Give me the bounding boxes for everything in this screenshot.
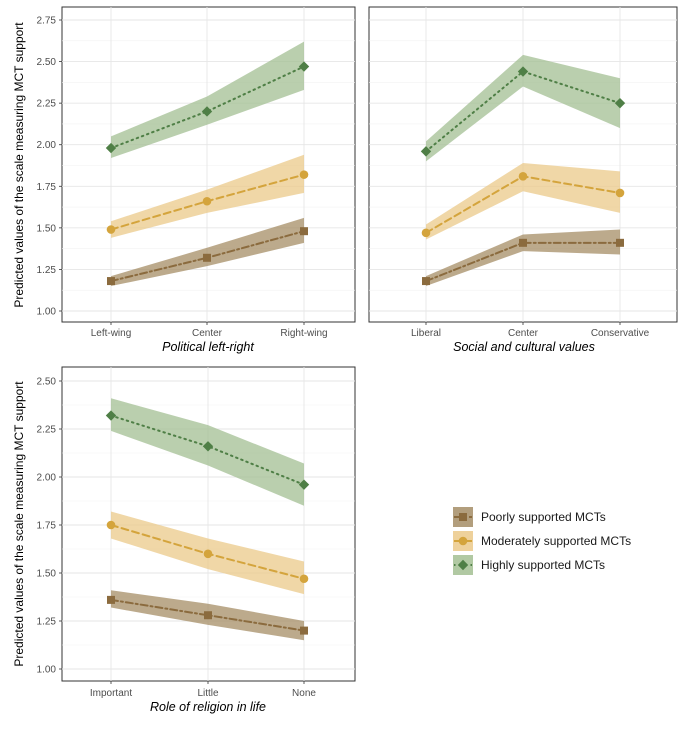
y-tick-label: 1.25 <box>37 617 57 628</box>
y-tick-label: 1.75 <box>37 182 57 193</box>
point-moderately <box>615 188 625 198</box>
x-axis-title: Social and cultural values <box>453 340 595 354</box>
ci-band-highly <box>111 398 304 506</box>
y-tick-label: 2.75 <box>37 16 57 27</box>
point-moderately <box>421 228 431 238</box>
series-line-poorly <box>110 598 305 632</box>
point-poorly <box>519 238 527 247</box>
series-markers <box>420 66 626 286</box>
point-moderately <box>518 172 528 181</box>
legend-label-moderately: Moderately supported MCTs <box>481 534 631 548</box>
legend-key-marker-poorly <box>459 513 467 521</box>
y-tick-label: 2.00 <box>37 140 57 151</box>
y-tick-labels: 1.00 1.25 1.50 1.75 2.00 2.25 2.50 2.75 <box>37 16 62 318</box>
point-poorly <box>203 253 211 262</box>
series-line-poorly <box>110 230 305 283</box>
series-line-highly <box>110 414 305 486</box>
point-moderately <box>203 549 213 559</box>
x-axis-title: Political left-right <box>162 340 254 354</box>
x-tick-label: Center <box>192 328 223 339</box>
y-tick-label: 1.00 <box>37 307 57 318</box>
y-tick-label: 2.50 <box>37 377 57 388</box>
panel-frame <box>61 366 356 682</box>
y-tick-label: 1.00 <box>37 665 57 676</box>
panel-frame <box>61 6 356 323</box>
x-tick-label: Center <box>508 328 539 339</box>
point-highly <box>420 146 432 157</box>
y-tick-labels: 1.00 1.25 1.50 1.75 2.00 2.25 2.50 <box>37 377 62 676</box>
point-highly <box>298 61 310 72</box>
point-highly <box>614 97 626 109</box>
point-poorly <box>300 227 308 236</box>
y-tick-label: 2.50 <box>37 57 57 68</box>
panel-social-cultural-values: Liberal Center Conservative Social and cul… <box>368 6 678 354</box>
x-tick-labels: Left-wing Center Right-wing <box>91 322 328 339</box>
x-tick-label: Little <box>197 688 219 699</box>
x-tick-labels: Liberal Center Conservative <box>411 322 650 339</box>
x-tick-labels: Important Little None <box>90 681 316 699</box>
ci-band-moderately <box>426 163 620 240</box>
legend: Poorly supported MCTs Moderately support… <box>453 507 631 575</box>
x-tick-label: Important <box>90 688 132 699</box>
point-poorly <box>107 277 115 286</box>
y-axis-title: Predicted values of the scale measuring … <box>12 381 26 667</box>
x-axis-title: Role of religion in life <box>150 700 266 714</box>
point-highly <box>517 66 529 77</box>
point-highly <box>202 441 214 452</box>
point-moderately <box>299 574 309 584</box>
point-moderately <box>106 520 116 530</box>
series-line-highly <box>110 65 305 150</box>
y-tick-label: 1.50 <box>37 223 57 234</box>
point-highly <box>105 410 117 421</box>
x-tick-label: Conservative <box>591 328 650 339</box>
point-poorly <box>616 238 624 247</box>
y-tick-label: 2.25 <box>37 425 57 436</box>
y-tick-label: 1.50 <box>37 569 57 580</box>
point-poorly <box>107 595 115 604</box>
y-tick-label: 2.25 <box>37 99 57 110</box>
x-tick-label: None <box>292 688 316 699</box>
point-highly <box>201 106 213 117</box>
legend-label-highly: Highly supported MCTs <box>481 558 605 572</box>
point-moderately <box>202 196 212 206</box>
ci-band-moderately <box>111 154 304 238</box>
legend-keys <box>453 507 473 575</box>
point-highly <box>105 142 117 154</box>
y-axis-title: Predicted values of the scale measuring … <box>12 22 26 308</box>
y-tick-label: 1.25 <box>37 265 57 276</box>
ci-band-highly <box>111 41 304 159</box>
legend-key-marker-highly <box>457 559 469 571</box>
x-tick-label: Left-wing <box>91 328 132 339</box>
ci-band-highly <box>426 54 620 162</box>
y-tick-label: 1.75 <box>37 521 57 532</box>
series-markers <box>105 61 310 286</box>
point-moderately <box>299 170 309 179</box>
point-moderately <box>106 225 116 234</box>
panel-political-left-right: 1.00 1.25 1.50 1.75 2.00 2.25 2.50 2.75 Left-wi… <box>12 6 356 354</box>
y-tick-label: 2.00 <box>37 473 57 484</box>
x-tick-label: Liberal <box>411 328 441 339</box>
point-poorly <box>204 611 212 620</box>
point-poorly <box>422 277 430 286</box>
legend-key-marker-moderately <box>458 536 468 546</box>
series-markers <box>105 410 310 635</box>
panel-role-of-religion: 1.00 1.25 1.50 1.75 2.00 2.25 2.50 Important Li… <box>12 366 356 714</box>
point-poorly <box>300 626 308 635</box>
point-highly <box>298 479 310 490</box>
x-tick-label: Right-wing <box>280 328 327 339</box>
legend-label-poorly: Poorly supported MCTs <box>481 510 606 524</box>
